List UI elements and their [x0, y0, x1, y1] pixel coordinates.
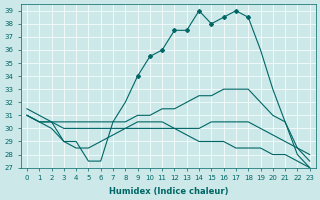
X-axis label: Humidex (Indice chaleur): Humidex (Indice chaleur)	[108, 187, 228, 196]
